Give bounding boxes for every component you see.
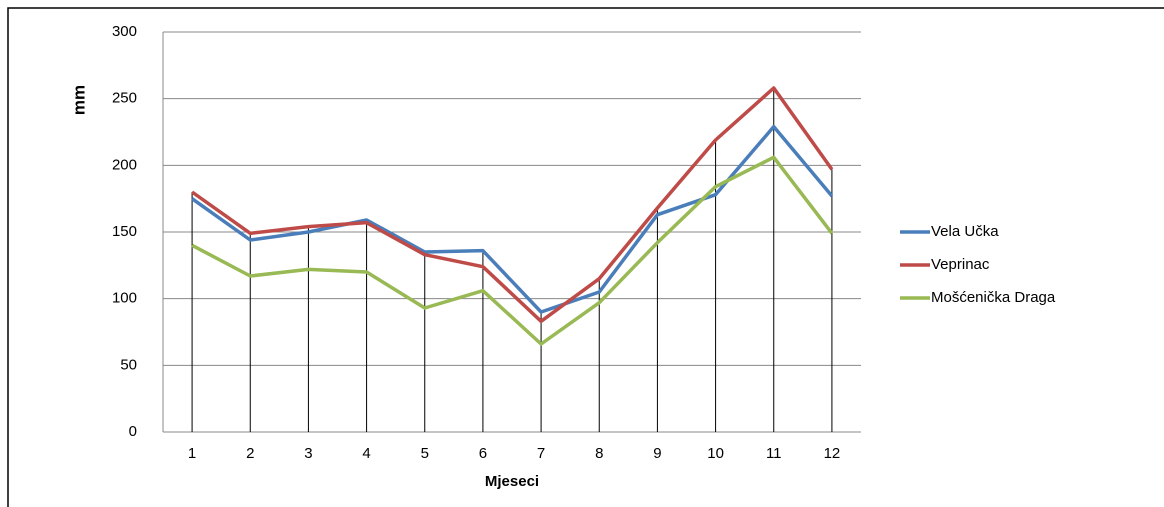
frame [7,7,1164,507]
y-tick-label: 300 [112,23,137,40]
y-axis-label: mm [69,85,88,115]
x-tick-label: 9 [653,445,661,462]
x-tick-label: 8 [595,445,603,462]
series-line [191,155,834,346]
legend-label: Veprinac [931,256,990,273]
x-axis-label: Mjeseci [485,473,539,490]
x-tick-label: 3 [304,445,312,462]
y-tick-label: 50 [120,356,137,373]
legend-label: Mošćenička Draga [931,289,1056,306]
x-tick-label: 1 [188,445,196,462]
x-tick-label: 5 [421,445,429,462]
x-tick-label: 11 [766,445,782,462]
x-tick-label: 2 [246,445,254,462]
x-tick-label: 6 [479,445,487,462]
y-tick-label: 100 [112,290,137,307]
x-tick-label: 4 [362,445,370,462]
series-line [191,86,834,324]
y-tick-label: 150 [112,223,137,240]
legend-label: Vela Učka [931,223,999,240]
x-tick-label: 12 [824,445,841,462]
x-tick-label: 7 [537,445,545,462]
y-tick-label: 200 [112,156,137,173]
y-tick-label: 250 [112,90,137,107]
series-line [191,124,834,314]
x-tick-label: 10 [707,445,724,462]
y-tick-label: 0 [129,423,137,440]
